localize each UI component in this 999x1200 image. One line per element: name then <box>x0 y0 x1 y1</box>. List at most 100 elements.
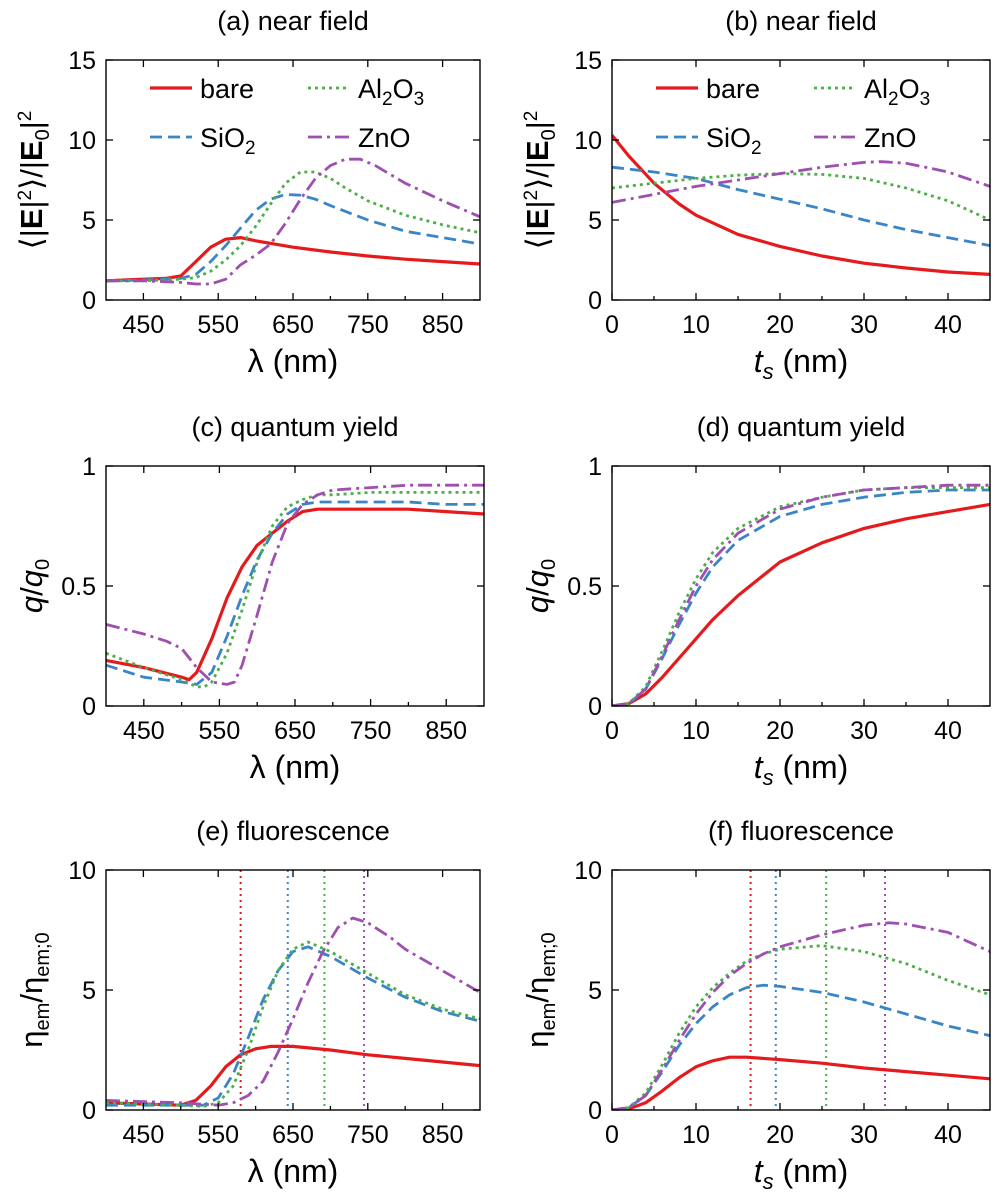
y-tick-label: 0 <box>82 1097 96 1125</box>
series-line-Al2O3 <box>612 172 990 222</box>
x-tick-label: 550 <box>197 311 239 339</box>
chart-title: (b) near field <box>725 6 877 36</box>
x-tick-label: 450 <box>123 717 165 745</box>
legend-label-bare: bare <box>706 74 760 104</box>
x-axis-label: λ (nm) <box>248 1153 339 1189</box>
legend-label-ZnO: ZnO <box>864 123 917 153</box>
chart-panel-c: (c) quantum yield 450 550 650 750 850 0 0.5 1 λ (… <box>14 412 485 785</box>
x-tick-label: 550 <box>199 717 241 745</box>
x-tick-label: 20 <box>766 717 794 745</box>
x-tick-label: 40 <box>934 717 962 745</box>
x-tick-label: 40 <box>934 311 962 339</box>
series-line-Al2O3 <box>612 944 990 1110</box>
y-tick-label: 0 <box>588 1097 602 1125</box>
chart-panel-f: (f) fluorescence 0 10 20 30 40 0 5 10 ts (nm) ηem/… <box>520 816 991 1194</box>
series-line-bare <box>106 1044 480 1107</box>
y-axis-label: q/q0 <box>14 559 54 613</box>
x-tick-label: 30 <box>850 1121 878 1149</box>
x-axis-label: ts (nm) <box>754 1153 849 1194</box>
legend-label-SiO2: SiO2 <box>706 123 762 159</box>
x-tick-label: 0 <box>605 717 619 745</box>
x-axis-label: λ (nm) <box>250 749 341 785</box>
chart-panel-e: (e) fluorescence 450 550 650 750 850 0 5 10 λ (nm… <box>14 816 481 1189</box>
y-tick-label: 15 <box>574 47 602 75</box>
x-tick-label: 0 <box>605 311 619 339</box>
series-line-bare <box>106 236 480 283</box>
series-line-SiO2 <box>106 192 480 283</box>
plot-frame <box>611 59 991 301</box>
y-tick-label: 5 <box>82 207 96 235</box>
y-tick-label: 5 <box>588 207 602 235</box>
y-axis-label: q/q0 <box>520 559 560 613</box>
y-tick-label: 10 <box>68 127 96 155</box>
chart-title: (d) quantum yield <box>697 412 906 442</box>
chart-title: (a) near field <box>217 6 369 36</box>
chart-title: (e) fluorescence <box>196 816 390 846</box>
x-tick-label: 10 <box>682 1121 710 1149</box>
series-line-bare <box>612 502 990 706</box>
x-tick-label: 450 <box>123 311 165 339</box>
series-line-bare <box>612 134 990 276</box>
x-tick-label: 750 <box>350 717 392 745</box>
y-tick-label: 10 <box>574 127 602 155</box>
legend-label-bare: bare <box>200 74 254 104</box>
y-tick-label: 0 <box>82 693 96 721</box>
series-line-Al2O3 <box>612 486 990 706</box>
legend-label-SiO2: SiO2 <box>200 123 256 159</box>
series-line-ZnO <box>106 157 480 286</box>
y-tick-label: 1 <box>82 453 96 481</box>
chart-panel-d: (d) quantum yield 0 10 20 30 40 0 0.5 1 ts (nm) q/… <box>520 412 991 790</box>
x-tick-label: 550 <box>197 1121 239 1149</box>
y-axis-label: ηem/ηem;0 <box>14 932 54 1047</box>
x-tick-label: 20 <box>766 1121 794 1149</box>
series-line-Al2O3 <box>106 170 480 283</box>
series-line-bare <box>612 1055 990 1110</box>
x-tick-label: 650 <box>272 1121 314 1149</box>
y-tick-label: 10 <box>68 857 96 885</box>
x-tick-label: 30 <box>850 311 878 339</box>
x-tick-label: 0 <box>605 1121 619 1149</box>
series-line-Al2O3 <box>106 940 480 1108</box>
series-line-bare <box>106 507 484 682</box>
y-tick-label: 0 <box>82 287 96 315</box>
y-tick-label: 5 <box>588 977 602 1005</box>
legend-label-Al2O3: Al2O3 <box>864 74 930 110</box>
legend-label-Al2O3: Al2O3 <box>358 74 424 110</box>
y-tick-label: 0 <box>588 693 602 721</box>
plot-frame <box>105 869 481 1111</box>
series-line-ZnO <box>612 483 990 706</box>
x-tick-label: 450 <box>123 1121 165 1149</box>
chart-panel-a: (a) near field 450 550 650 750 850 0 5 10 15 λ (nm… <box>14 6 481 379</box>
x-axis-label: λ (nm) <box>248 343 339 379</box>
series-line-SiO2 <box>612 488 990 706</box>
plot-frame <box>105 465 485 707</box>
y-tick-label: 15 <box>68 47 96 75</box>
series-line-SiO2 <box>106 500 484 686</box>
chart-title: (f) fluorescence <box>708 816 894 846</box>
x-tick-label: 40 <box>934 1121 962 1149</box>
x-tick-label: 650 <box>272 311 314 339</box>
chart-title: (c) quantum yield <box>191 412 398 442</box>
y-tick-label: 0 <box>588 287 602 315</box>
x-tick-label: 10 <box>682 717 710 745</box>
series-line-SiO2 <box>612 165 990 247</box>
x-axis-label: ts (nm) <box>754 343 849 384</box>
x-axis-label: ts (nm) <box>754 749 849 790</box>
x-tick-label: 10 <box>682 311 710 339</box>
x-tick-label: 750 <box>347 1121 389 1149</box>
y-tick-label: 1 <box>588 453 602 481</box>
chart-panel-b: (b) near field 0 10 20 30 40 0 5 10 15 ts (nm) ⟨|E|… <box>520 6 991 384</box>
x-tick-label: 650 <box>274 717 316 745</box>
series-line-SiO2 <box>106 945 480 1107</box>
y-tick-label: 0.5 <box>61 573 96 601</box>
y-axis-label: ⟨|E|2⟩/|E0|2 <box>520 111 560 250</box>
y-axis-label: ηem/ηem;0 <box>520 932 560 1047</box>
x-tick-label: 20 <box>766 311 794 339</box>
legend: bare Al2O3 SiO2 ZnO <box>656 74 930 159</box>
y-tick-label: 5 <box>82 977 96 1005</box>
x-tick-label: 850 <box>425 717 467 745</box>
x-tick-label: 750 <box>347 311 389 339</box>
series-line-ZnO <box>106 483 484 686</box>
series-line-ZnO <box>612 921 990 1110</box>
